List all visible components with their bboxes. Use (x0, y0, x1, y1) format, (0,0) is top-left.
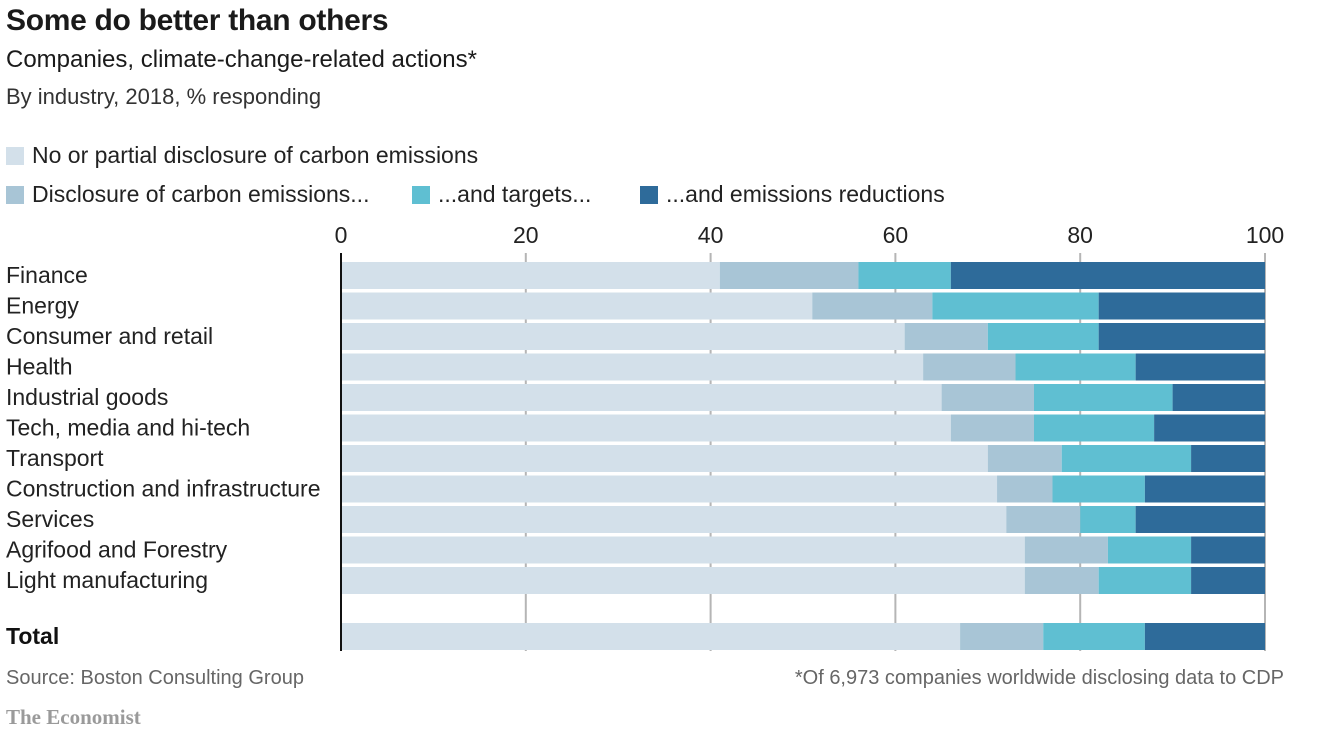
bar-agrifood-and-forestry-and-targets (1107, 536, 1192, 564)
bar-consumer-and-retail-and-targets (987, 323, 1099, 350)
chart-subsubtitle: By industry, 2018, % responding (6, 84, 322, 109)
bar-light-manufacturing-disclosure-of-carbon-emissions (1024, 567, 1099, 594)
category-label-health: Health (6, 354, 72, 380)
bar-consumer-and-retail-disclosure-of-carbon-emissions (904, 323, 988, 350)
bar-agrifood-and-forestry-no-or-partial-disclosure-of-carbon-emissions (341, 536, 1025, 564)
bar-transport-and-targets (1061, 445, 1192, 472)
bar-health-and-emissions-reductions (1135, 353, 1265, 381)
x-tick-label-20: 20 (513, 222, 539, 248)
legend-swatch-reductions (640, 185, 658, 204)
legend-row-2: Disclosure of carbon emissions... ...and… (6, 181, 945, 208)
category-label-services: Services (6, 506, 94, 532)
legend-label-disclosure: Disclosure of carbon emissions... (32, 181, 370, 207)
category-label-transport: Transport (6, 445, 104, 471)
bar-finance-disclosure-of-carbon-emissions (719, 262, 859, 289)
economist-logo: The Economist (6, 705, 141, 729)
bar-energy-disclosure-of-carbon-emissions (812, 292, 933, 320)
bar-energy-and-emissions-reductions (1098, 292, 1265, 320)
category-label-agrifood-and-forestry: Agrifood and Forestry (6, 537, 228, 563)
legend-label-no-disclosure: No or partial disclosure of carbon emiss… (32, 142, 479, 168)
bar-construction-and-infrastructure-disclosure-of-carbon-emissions (997, 475, 1053, 503)
category-label-industrial-goods: Industrial goods (6, 384, 168, 410)
x-tick-label-60: 60 (883, 222, 909, 248)
bar-finance-and-targets (858, 262, 951, 289)
bar-transport-and-emissions-reductions (1191, 445, 1265, 472)
legend-row-1: No or partial disclosure of carbon emiss… (6, 142, 478, 169)
legend-swatch-disclosure (6, 185, 24, 204)
bar-construction-and-infrastructure-and-targets (1052, 475, 1145, 503)
bar-health-and-targets (1015, 353, 1136, 381)
bar-health-disclosure-of-carbon-emissions (923, 353, 1016, 381)
bar-services-no-or-partial-disclosure-of-carbon-emissions (341, 506, 1007, 533)
chart-subtitle: Companies, climate-change-related action… (6, 46, 477, 73)
legend-item-disclosure: Disclosure of carbon emissions... (6, 181, 412, 208)
bar-industrial-goods-disclosure-of-carbon-emissions (941, 384, 1034, 411)
category-label-tech-media-and-hi-tech: Tech, media and hi-tech (6, 415, 250, 441)
legend-swatch-targets (412, 185, 430, 204)
x-tick-label-0: 0 (335, 222, 348, 248)
bar-energy-and-targets (932, 292, 1099, 320)
legend-label-reductions: ...and emissions reductions (666, 181, 945, 207)
bar-finance-no-or-partial-disclosure-of-carbon-emissions (341, 262, 720, 289)
bar-total-and-targets (1043, 623, 1145, 650)
bar-services-and-emissions-reductions (1135, 506, 1265, 533)
category-label-energy: Energy (6, 293, 79, 319)
legend-label-targets: ...and targets... (438, 181, 592, 207)
bar-health-no-or-partial-disclosure-of-carbon-emissions (341, 353, 924, 381)
x-tick-label-100: 100 (1246, 222, 1284, 248)
category-label-total: Total (6, 623, 59, 649)
x-tick-label-40: 40 (698, 222, 724, 248)
bar-finance-and-emissions-reductions (950, 262, 1265, 289)
category-label-construction-and-infrastructure: Construction and infrastructure (6, 476, 321, 502)
bar-light-manufacturing-and-emissions-reductions (1191, 567, 1265, 594)
bar-total-disclosure-of-carbon-emissions (960, 623, 1044, 650)
bar-agrifood-and-forestry-and-emissions-reductions (1191, 536, 1265, 564)
bar-tech-media-and-hi-tech-and-emissions-reductions (1154, 414, 1265, 442)
x-tick-label-80: 80 (1067, 222, 1093, 248)
legend-item-no-disclosure: No or partial disclosure of carbon emiss… (6, 142, 478, 169)
bar-tech-media-and-hi-tech-disclosure-of-carbon-emissions (950, 414, 1034, 442)
bar-industrial-goods-and-emissions-reductions (1172, 384, 1265, 411)
footnote-text: *Of 6,973 companies worldwide disclosing… (794, 667, 1284, 689)
source-text: Source: Boston Consulting Group (6, 667, 304, 689)
stacked-bar-chart: 0 20 40 60 80 100 Finance Energy Consumer and re… (6, 222, 1284, 651)
bar-transport-no-or-partial-disclosure-of-carbon-emissions (341, 445, 988, 472)
bar-industrial-goods-and-targets (1034, 384, 1173, 411)
bar-industrial-goods-no-or-partial-disclosure-of-carbon-emissions (341, 384, 942, 411)
chart-title: Some do better than others (6, 4, 389, 37)
bar-construction-and-infrastructure-no-or-partial-disclosure-of-carbon-emissions (341, 475, 998, 503)
bar-construction-and-infrastructure-and-emissions-reductions (1144, 475, 1265, 503)
category-label-light-manufacturing: Light manufacturing (6, 567, 208, 593)
category-label-consumer-and-retail: Consumer and retail (6, 323, 213, 349)
category-label-finance: Finance (6, 262, 88, 288)
bar-light-manufacturing-and-targets (1098, 567, 1192, 594)
legend-item-targets: ...and targets... (412, 181, 640, 208)
bar-tech-media-and-hi-tech-no-or-partial-disclosure-of-carbon-emissions (341, 414, 951, 442)
bar-light-manufacturing-no-or-partial-disclosure-of-carbon-emissions (341, 567, 1025, 594)
bar-energy-no-or-partial-disclosure-of-carbon-emissions (341, 292, 813, 320)
bar-consumer-and-retail-no-or-partial-disclosure-of-carbon-emissions (341, 323, 905, 350)
bar-transport-disclosure-of-carbon-emissions (987, 445, 1062, 472)
bar-agrifood-and-forestry-disclosure-of-carbon-emissions (1024, 536, 1108, 564)
bar-services-and-targets (1080, 506, 1136, 533)
bar-total-and-emissions-reductions (1144, 623, 1265, 650)
bar-tech-media-and-hi-tech-and-targets (1034, 414, 1155, 442)
legend-swatch-no-disclosure (6, 146, 24, 165)
legend-item-reductions: ...and emissions reductions (640, 181, 945, 208)
bar-total-no-or-partial-disclosure-of-carbon-emissions (341, 623, 961, 650)
bar-consumer-and-retail-and-emissions-reductions (1098, 323, 1265, 350)
bar-services-disclosure-of-carbon-emissions (1006, 506, 1081, 533)
